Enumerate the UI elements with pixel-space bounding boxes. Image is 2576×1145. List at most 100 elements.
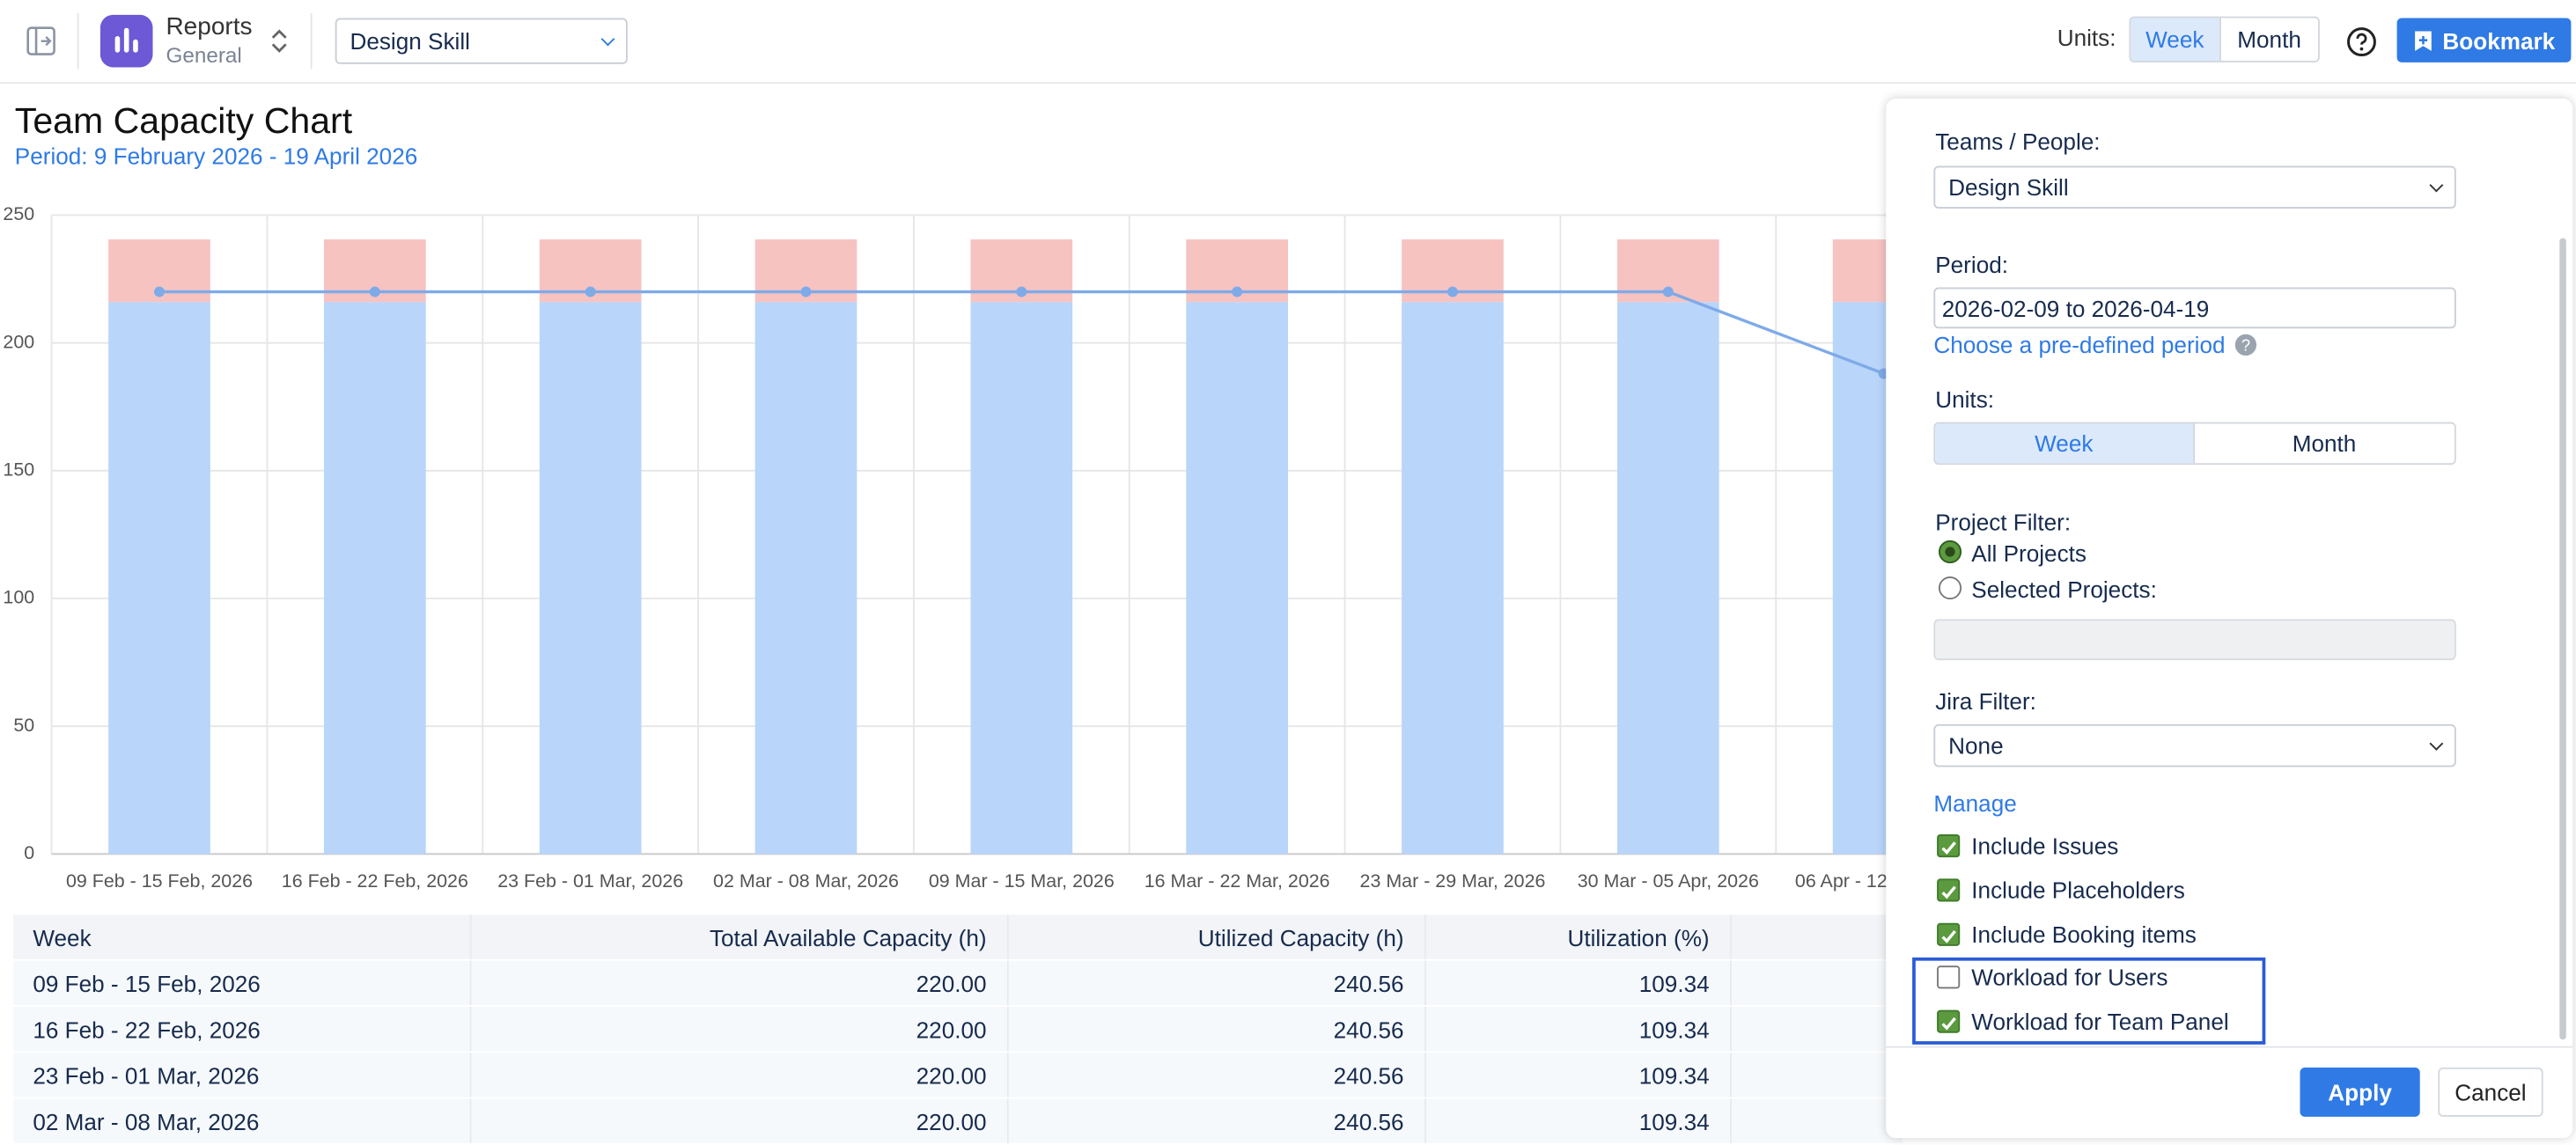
divider (310, 12, 313, 70)
x-tick-label: 02 Mar - 08 Mar, 2026 (713, 870, 899, 892)
link-text: Choose a pre-defined period (1933, 331, 2226, 358)
teams-value: Design Skill (1948, 173, 2069, 201)
divider (1886, 1046, 2573, 1048)
bar-segment (539, 302, 642, 855)
teams-select[interactable]: Design Skill (1933, 165, 2456, 209)
jira-filter-value: None (1948, 732, 2004, 760)
x-tick-label: 23 Mar - 29 Mar, 2026 (1360, 870, 1546, 892)
line-point (1232, 286, 1243, 297)
y-tick-label: 150 (3, 459, 34, 480)
chart-title: Team Capacity Chart (14, 99, 353, 142)
radio[interactable] (1938, 539, 1962, 564)
jira-filter-select[interactable]: None (1933, 723, 2456, 767)
table-cell: 16 Feb - 22 Feb, 2026 (12, 1005, 471, 1053)
chart-subtitle: Period: 9 February 2026 - 19 April 2026 (14, 143, 418, 170)
selected-projects-input[interactable] (1933, 619, 2456, 661)
check-mark (1941, 885, 1956, 899)
scrollbar (2559, 238, 2566, 1040)
table-cell: 109.34 (1424, 1052, 1731, 1099)
checkbox-label: Workload for Users (1971, 965, 2168, 991)
table-cell-empty (1729, 959, 1903, 1007)
x-tick-label: 23 Feb - 01 Mar, 2026 (497, 870, 683, 892)
cancel-button[interactable]: Cancel (2438, 1067, 2543, 1117)
line-point (1447, 286, 1458, 297)
data-table: Week Total Available Capacity (h) Utilized… (12, 914, 1903, 1145)
bookmark-button[interactable]: Bookmark (2396, 18, 2572, 62)
table-cell: 109.34 (1424, 959, 1731, 1007)
divider (77, 12, 79, 70)
checkbox-label: Workload for Team Panel (1971, 1009, 2229, 1035)
team-select-value: Design Skill (350, 27, 470, 55)
table-body: 09 Feb - 15 Feb, 2026 220.00 240.56 109.34 1… (12, 959, 1903, 1145)
bookmark-icon (2414, 30, 2432, 50)
units-toggle: Week Month (2129, 16, 2320, 62)
bar-segment (754, 302, 857, 855)
app-subtitle: General (166, 42, 242, 68)
table-row: 02 Mar - 08 Mar, 2026 220.00 240.56 109.34 (12, 1097, 1903, 1145)
column-header: Total Available Capacity (h) (469, 914, 1008, 961)
line-point (1662, 286, 1674, 297)
bar-segment (970, 302, 1073, 855)
line-point (800, 286, 812, 297)
help-icon[interactable] (2346, 26, 2377, 57)
top-bar: Reports General Design Skill Units: Week… (0, 0, 2576, 84)
table-cell: 220.00 (469, 1097, 1008, 1145)
line-point (585, 286, 596, 297)
x-tick-label: 16 Feb - 22 Feb, 2026 (282, 870, 468, 892)
y-tick-label: 250 (3, 203, 34, 224)
switch-chevron[interactable] (269, 26, 289, 56)
table-cell-empty (1729, 1097, 1903, 1145)
checkbox[interactable] (1937, 921, 1961, 946)
sidebar-toggle[interactable] (26, 26, 56, 56)
bar-segment (1616, 302, 1719, 855)
radio-label: All Projects (1971, 539, 2087, 567)
settings-panel: Teams / People: Design Skill Period: 202… (1886, 98, 2573, 1139)
units-option[interactable]: Week (1935, 423, 2195, 464)
chevron (2429, 737, 2444, 751)
table-cell: 220.00 (469, 1005, 1008, 1053)
checkbox[interactable] (1937, 1009, 1961, 1034)
app-icon[interactable] (99, 14, 153, 68)
units-option[interactable]: Month (2237, 26, 2301, 53)
period-label: Period: (1935, 251, 2009, 278)
checkbox[interactable] (1937, 965, 1961, 990)
y-tick-label: 100 (3, 587, 34, 608)
table-cell: 23 Feb - 01 Mar, 2026 (12, 1052, 471, 1099)
jira-filter-label: Jira Filter: (1935, 687, 2036, 715)
project-filter-label: Project Filter: (1935, 509, 2072, 536)
apply-button[interactable]: Apply (2300, 1067, 2420, 1117)
chevron (600, 32, 615, 47)
teams-label: Teams / People: (1935, 128, 2101, 155)
table-cell: 220.00 (469, 959, 1008, 1007)
help-icon: ? (2235, 334, 2257, 356)
table-cell-empty (1729, 1052, 1903, 1099)
table-cell-empty (1729, 1005, 1903, 1053)
checkbox[interactable] (1937, 877, 1961, 902)
bookmark-label: Bookmark (2442, 26, 2556, 54)
manage-link[interactable]: Manage (1933, 789, 2017, 817)
line-point (369, 286, 380, 297)
period-input[interactable]: 2026-02-09 to 2026-04-19 (1933, 287, 2456, 329)
y-tick-label: 200 (3, 331, 34, 352)
predefined-period-link[interactable]: Choose a pre-defined period ? (1933, 330, 2257, 360)
radio[interactable] (1938, 576, 1962, 600)
x-tick-label: 30 Mar - 05 Apr, 2026 (1578, 870, 1759, 892)
units-toggle: Week Month (1933, 422, 2456, 466)
y-tick-label: 50 (13, 715, 34, 736)
units-option[interactable]: Week (2131, 18, 2221, 62)
radio-label: Selected Projects: (1971, 576, 2157, 603)
column-header: Utilization (%) (1424, 914, 1731, 961)
checkbox[interactable] (1937, 833, 1961, 858)
x-tick-label: 16 Mar - 22 Mar, 2026 (1144, 870, 1330, 892)
check-mark (1941, 841, 1956, 855)
bar-segment (1186, 302, 1288, 855)
units-option[interactable]: Month (2292, 429, 2357, 457)
bar-segment (1402, 302, 1504, 855)
team-select[interactable]: Design Skill (335, 18, 628, 64)
units-label: Units: (1935, 385, 1995, 413)
line-point (1016, 286, 1027, 297)
svg-text:?: ? (2241, 335, 2250, 354)
check-mark (1941, 1017, 1956, 1031)
